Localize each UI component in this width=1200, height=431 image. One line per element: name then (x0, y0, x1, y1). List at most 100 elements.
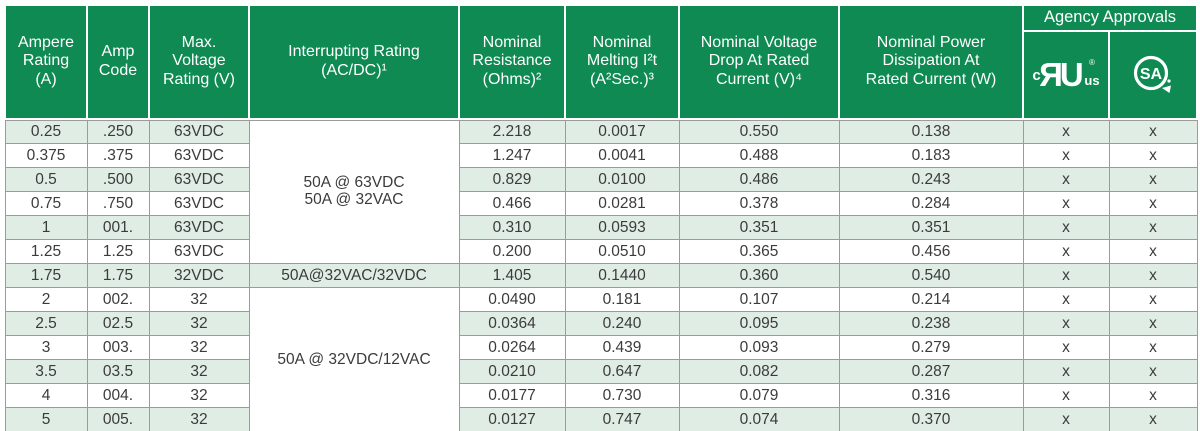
melting-cell: 0.730 (564, 382, 680, 408)
voltage-cell: 32VDC (148, 262, 250, 288)
resistance-cell: 1.247 (458, 142, 566, 168)
voltage-drop-cell: 0.550 (678, 118, 840, 144)
ampere-cell: 1.75 (4, 262, 88, 288)
header-interrupting-rating: Interrupting Rating (AC/DC)¹ (248, 4, 460, 120)
table-row: 2.5 02.5 32 0.0364 0.240 0.095 0.238 x x (4, 310, 1198, 336)
resistance-cell: 1.405 (458, 262, 566, 288)
resistance-cell: 0.200 (458, 238, 566, 264)
table-row: 1 001. 63VDC 0.310 0.0593 0.351 0.351 x … (4, 214, 1198, 240)
resistance-cell: 0.829 (458, 166, 566, 192)
resistance-cell: 2.218 (458, 118, 566, 144)
voltage-cell: 63VDC (148, 166, 250, 192)
voltage-drop-cell: 0.082 (678, 358, 840, 384)
amp-code-cell: 03.5 (86, 358, 150, 384)
ul-approval-cell: x (1022, 358, 1110, 384)
voltage-cell: 63VDC (148, 142, 250, 168)
csa-approval-cell: x (1108, 310, 1198, 336)
voltage-drop-cell: 0.093 (678, 334, 840, 360)
power-cell: 0.279 (838, 334, 1024, 360)
voltage-drop-cell: 0.107 (678, 286, 840, 312)
voltage-drop-cell: 0.486 (678, 166, 840, 192)
melting-cell: 0.0281 (564, 190, 680, 216)
melting-cell: 0.240 (564, 310, 680, 336)
table-row: 0.5 .500 63VDC 0.829 0.0100 0.486 0.243 … (4, 166, 1198, 192)
header-row-top: Ampere Rating (A) Amp Code Max. Voltage … (4, 4, 1198, 120)
header-voltage-drop: Nominal Voltage Drop At Rated Current (V… (678, 4, 840, 120)
table-row: 3 003. 32 0.0264 0.439 0.093 0.279 x x (4, 334, 1198, 360)
registered-mark-icon: ® (1089, 57, 1095, 67)
header-agency-approvals: Agency Approvals (1022, 4, 1198, 32)
resistance-cell: 0.0264 (458, 334, 566, 360)
csa-approval-cell: x (1108, 334, 1198, 360)
ampere-cell: 5 (4, 406, 88, 431)
voltage-cell: 32 (148, 358, 250, 384)
csa-approval-cell: x (1108, 382, 1198, 408)
amp-code-cell: .250 (86, 118, 150, 144)
melting-cell: 0.0100 (564, 166, 680, 192)
voltage-drop-cell: 0.488 (678, 142, 840, 168)
voltage-drop-cell: 0.079 (678, 382, 840, 408)
csa-approval-cell: x (1108, 190, 1198, 216)
ampere-cell: 0.75 (4, 190, 88, 216)
ampere-cell: 0.5 (4, 166, 88, 192)
ul-approval-cell: x (1022, 310, 1110, 336)
amp-code-cell: 02.5 (86, 310, 150, 336)
interrupting-cell-group2: 50A @ 32VDC/12VAC (248, 286, 460, 431)
melting-cell: 0.0593 (564, 214, 680, 240)
melting-cell: 0.0017 (564, 118, 680, 144)
voltage-cell: 63VDC (148, 214, 250, 240)
ul-c-label: c (1032, 66, 1041, 84)
csa-approval-cell: x (1108, 262, 1198, 288)
ampere-cell: 3.5 (4, 358, 88, 384)
ul-approval-cell: x (1022, 190, 1110, 216)
voltage-cell: 63VDC (148, 190, 250, 216)
csa-approval-cell: x (1108, 118, 1198, 144)
melting-cell: 0.1440 (564, 262, 680, 288)
csa-approval-cell: x (1108, 286, 1198, 312)
melting-cell: 0.647 (564, 358, 680, 384)
header-ampere-rating: Ampere Rating (A) (4, 4, 88, 120)
table-row: 0.375 .375 63VDC 1.247 0.0041 0.488 0.18… (4, 142, 1198, 168)
ul-mark-side: ® us (1084, 57, 1099, 91)
csa-approval-cell: x (1108, 166, 1198, 192)
melting-cell: 0.0041 (564, 142, 680, 168)
melting-cell: 0.181 (564, 286, 680, 312)
amp-code-cell: 003. (86, 334, 150, 360)
ampere-cell: 1.25 (4, 238, 88, 264)
header-amp-code: Amp Code (86, 4, 150, 120)
amp-code-cell: 1.75 (86, 262, 150, 288)
csa-approval-cell: x (1108, 142, 1198, 168)
interrupting-cell-row7: 50A@32VAC/32VDC (248, 262, 460, 288)
ampere-cell: 4 (4, 382, 88, 408)
voltage-drop-cell: 0.360 (678, 262, 840, 288)
power-cell: 0.351 (838, 214, 1024, 240)
ul-approval-cell: x (1022, 214, 1110, 240)
table-row: 3.5 03.5 32 0.0210 0.647 0.082 0.287 x x (4, 358, 1198, 384)
resistance-cell: 0.0364 (458, 310, 566, 336)
table-header: Ampere Rating (A) Amp Code Max. Voltage … (4, 4, 1198, 120)
voltage-drop-cell: 0.095 (678, 310, 840, 336)
voltage-cell: 63VDC (148, 118, 250, 144)
voltage-cell: 32 (148, 286, 250, 312)
resistance-cell: 0.0210 (458, 358, 566, 384)
power-cell: 0.138 (838, 118, 1024, 144)
power-cell: 0.540 (838, 262, 1024, 288)
ul-approval-cell: x (1022, 286, 1110, 312)
fuse-spec-table: Ampere Rating (A) Amp Code Max. Voltage … (4, 4, 1198, 431)
resistance-cell: 0.466 (458, 190, 566, 216)
csa-icon: SA (1111, 52, 1195, 98)
header-power-dissipation: Nominal Power Dissipation At Rated Curre… (838, 4, 1024, 120)
table-row: 2 002. 32 50A @ 32VDC/12VAC 0.0490 0.181… (4, 286, 1198, 431)
table-row: 0.75 .750 63VDC 0.466 0.0281 0.378 0.284… (4, 190, 1198, 216)
voltage-cell: 32 (148, 334, 250, 360)
amp-code-cell: 1.25 (86, 238, 150, 264)
ul-approval-cell: x (1022, 262, 1110, 288)
ampere-cell: 0.25 (4, 118, 88, 144)
resistance-cell: 0.0177 (458, 382, 566, 408)
amp-code-cell: 002. (86, 286, 150, 312)
header-row-logos: c UR ® us SA (5, 30, 1198, 120)
amp-code-cell: 004. (86, 382, 150, 408)
voltage-cell: 63VDC (148, 238, 250, 264)
csa-approval-cell: x (1108, 214, 1198, 240)
